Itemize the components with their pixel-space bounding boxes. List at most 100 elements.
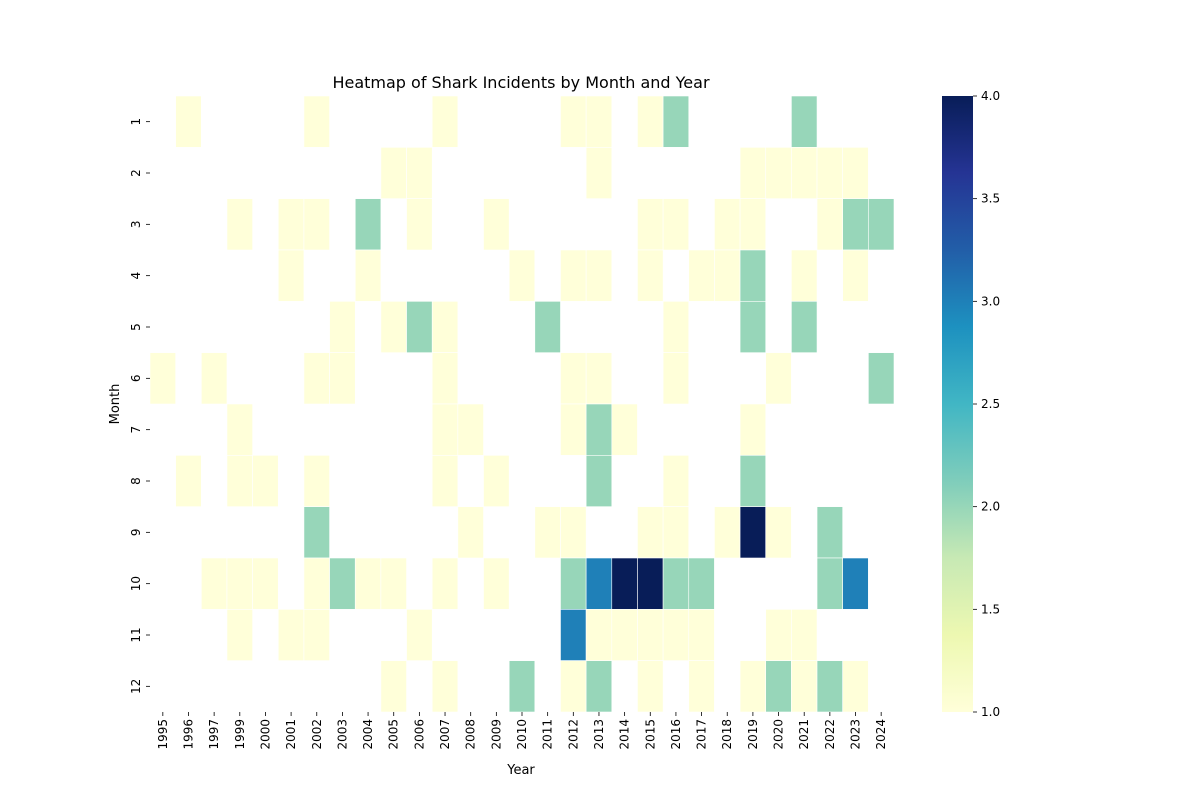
heatmap-cell bbox=[637, 95, 664, 148]
heatmap-cell bbox=[791, 301, 818, 353]
heatmap-cell bbox=[688, 557, 715, 610]
heatmap-cell bbox=[868, 198, 895, 251]
heatmap-cell bbox=[329, 557, 356, 610]
heatmap-cell bbox=[303, 455, 330, 507]
colorbar-tick-label: 1.5 bbox=[981, 602, 1000, 616]
x-tick-label: 1999 bbox=[233, 719, 247, 750]
heatmap-cell bbox=[175, 455, 202, 507]
heatmap-cell bbox=[277, 249, 305, 302]
x-tick-label: 2017 bbox=[695, 719, 709, 750]
y-tick-label: 6 bbox=[129, 375, 143, 383]
heatmap-cell bbox=[329, 301, 356, 353]
x-tick-label: 2009 bbox=[489, 719, 503, 750]
heatmap-cell bbox=[406, 609, 433, 661]
colorbar-gradient bbox=[942, 96, 973, 712]
heatmap-cell bbox=[765, 147, 792, 199]
heatmap-cell bbox=[662, 506, 690, 559]
heatmap-cell bbox=[662, 455, 690, 507]
heatmap-cell bbox=[560, 557, 587, 610]
x-tick-label: 1995 bbox=[156, 719, 170, 750]
heatmap-cell bbox=[816, 506, 843, 559]
heatmap-cell bbox=[329, 352, 356, 405]
y-tick-label: 2 bbox=[129, 169, 143, 177]
heatmap-cell bbox=[560, 660, 587, 713]
heatmap-cell bbox=[585, 95, 613, 148]
heatmap-cell bbox=[688, 609, 715, 661]
x-tick-label: 2000 bbox=[258, 719, 272, 750]
heatmap-cell bbox=[765, 506, 792, 559]
heatmap-cell bbox=[791, 660, 818, 713]
heatmap-cell bbox=[560, 506, 587, 559]
heatmap-cell bbox=[252, 557, 279, 610]
colorbar-tick-label: 2.5 bbox=[981, 397, 1000, 411]
heatmap-cell bbox=[868, 352, 895, 405]
x-tick-label: 2007 bbox=[438, 719, 452, 750]
heatmap-cell bbox=[483, 455, 510, 507]
heatmap-cell bbox=[201, 352, 228, 405]
heatmap-cell bbox=[560, 352, 587, 405]
heatmap-cell bbox=[534, 301, 561, 353]
colorbar: 1.0 1.5 2.0 2.5 3.0 3.5 4.0 bbox=[942, 89, 1000, 719]
y-tick-label: 10 bbox=[129, 576, 143, 591]
heatmap-cell bbox=[739, 249, 767, 302]
heatmap-cell bbox=[226, 557, 253, 610]
heatmap-cell bbox=[457, 403, 484, 456]
heatmap-cell bbox=[842, 147, 869, 199]
heatmap-cell bbox=[714, 506, 741, 559]
x-tick-label: 2001 bbox=[284, 719, 298, 750]
x-axis-label: Year bbox=[506, 763, 535, 778]
heatmap-cell bbox=[585, 557, 613, 610]
heatmap-cell bbox=[406, 301, 433, 353]
heatmap-cell bbox=[739, 301, 767, 353]
heatmap-cell bbox=[406, 147, 433, 199]
heatmap-cell bbox=[585, 403, 613, 456]
heatmap-cell bbox=[791, 609, 818, 661]
heatmap-cell bbox=[662, 352, 690, 405]
heatmap-cell bbox=[637, 557, 664, 610]
heatmap-cell bbox=[739, 147, 767, 199]
colorbar-tick-label: 3.5 bbox=[981, 192, 1000, 206]
heatmap-cell bbox=[560, 609, 587, 661]
heatmap-cell bbox=[816, 660, 843, 713]
y-tick-label: 4 bbox=[129, 272, 143, 280]
heatmap-cell bbox=[585, 147, 613, 199]
y-tick-label: 11 bbox=[129, 627, 143, 642]
heatmap-cell bbox=[560, 249, 587, 302]
heatmap-cell bbox=[508, 660, 536, 713]
x-tick-label: 2004 bbox=[361, 719, 375, 750]
heatmap-cell bbox=[611, 557, 638, 610]
heatmap-cell bbox=[791, 95, 818, 148]
y-axis-label: Month bbox=[108, 384, 123, 425]
heatmap-cell bbox=[585, 609, 613, 661]
heatmap-cell bbox=[431, 301, 459, 353]
heatmap-cell bbox=[585, 249, 613, 302]
heatmap-cell bbox=[303, 352, 330, 405]
heatmap-cell bbox=[431, 95, 459, 148]
x-tick-label: 1996 bbox=[181, 719, 195, 750]
heatmap-cell bbox=[226, 609, 253, 661]
heatmap-cell bbox=[226, 455, 253, 507]
heatmap-cell bbox=[842, 249, 869, 302]
heatmap-cell bbox=[354, 198, 382, 251]
heatmap-cell bbox=[431, 455, 459, 507]
heatmap-cell bbox=[380, 557, 407, 610]
heatmap-cell bbox=[380, 660, 407, 713]
heatmap-cell bbox=[303, 198, 330, 251]
heatmap-cell bbox=[354, 557, 382, 610]
heatmap-cell bbox=[483, 557, 510, 610]
heatmap-cell bbox=[739, 506, 767, 559]
heatmap-cell bbox=[483, 198, 510, 251]
heatmap-cell bbox=[842, 557, 869, 610]
y-tick-label: 8 bbox=[129, 477, 143, 485]
heatmap-cell bbox=[303, 557, 330, 610]
heatmap-cell bbox=[765, 352, 792, 405]
heatmap-cell bbox=[585, 660, 613, 713]
heatmap-cell bbox=[303, 95, 330, 148]
heatmap-cell bbox=[277, 198, 305, 251]
y-tick-label: 3 bbox=[129, 221, 143, 229]
heatmap-cell bbox=[431, 403, 459, 456]
x-tick-label: 2019 bbox=[746, 719, 760, 750]
heatmap-cell bbox=[816, 557, 843, 610]
heatmap-cell bbox=[714, 198, 741, 251]
